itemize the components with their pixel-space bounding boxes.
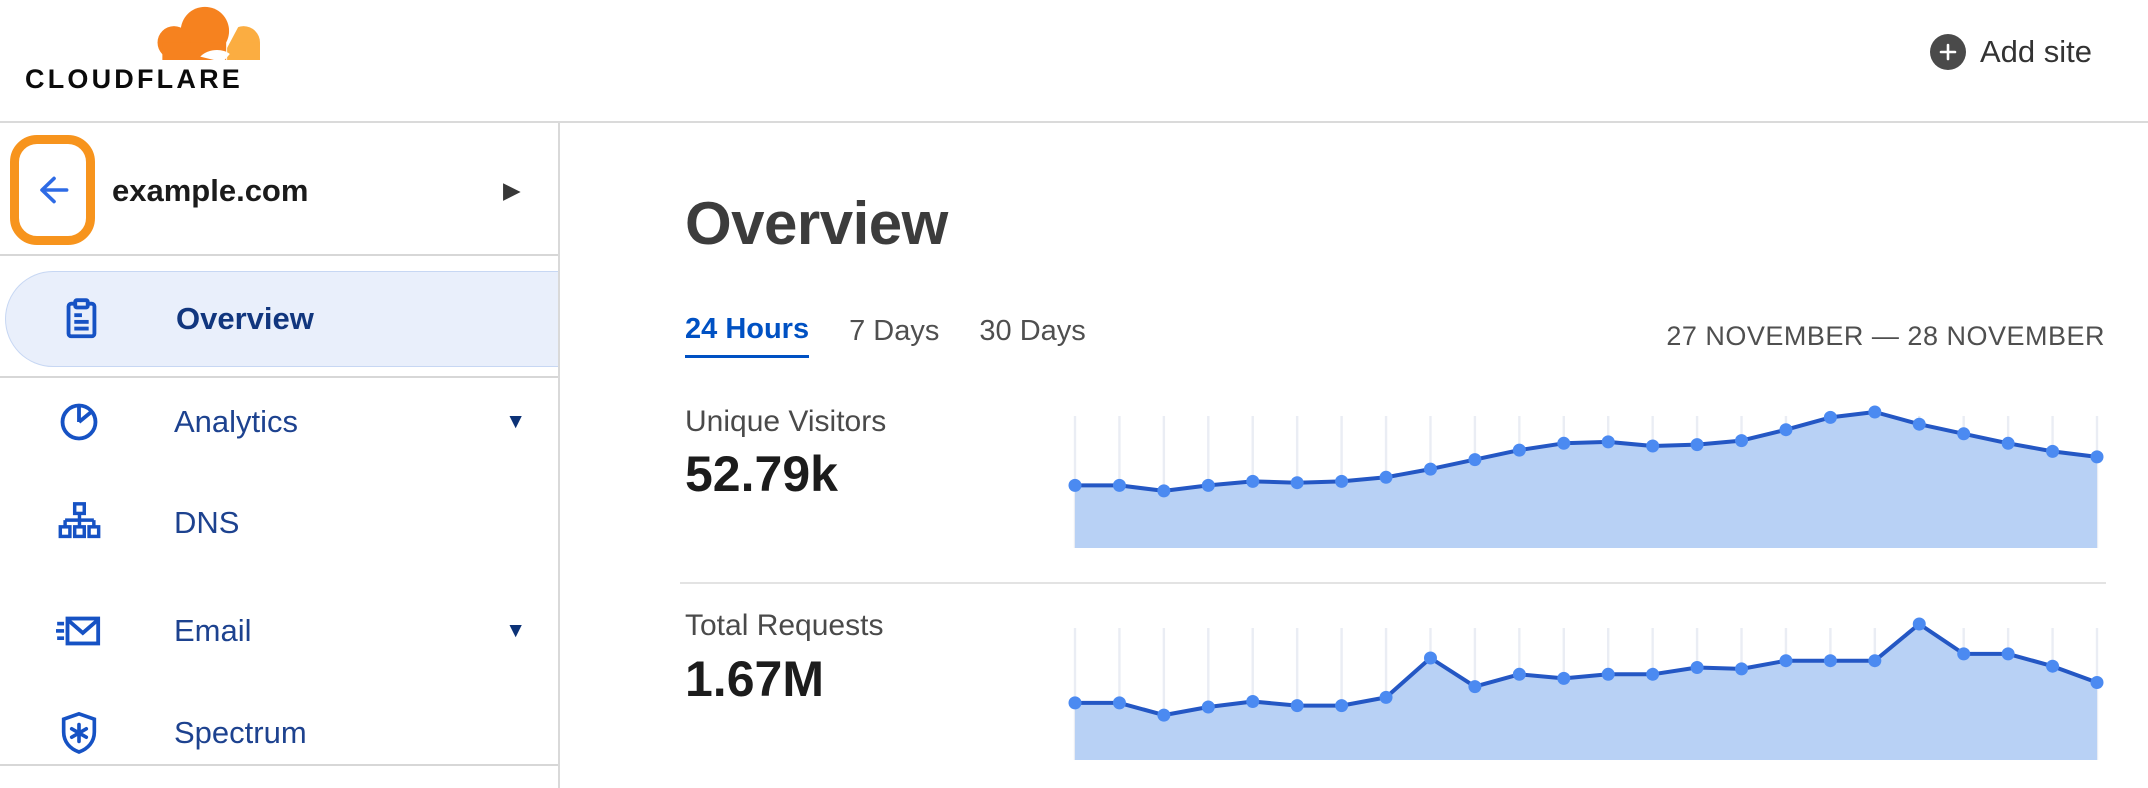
- total-requests-sparkline: [1068, 617, 2104, 760]
- unique-visitors-sparkline: [1068, 405, 2104, 548]
- sidebar-item-label: Email: [174, 613, 252, 648]
- sidebar-item-spectrum[interactable]: Spectrum: [0, 688, 558, 778]
- metric-label-unique-visitors: Unique Visitors: [685, 405, 887, 438]
- time-range-tabs: 24 Hours 7 Days 30 Days: [685, 313, 1086, 358]
- sidebar-item-email[interactable]: Email ▼: [0, 586, 558, 676]
- sidebar-item-label: Spectrum: [174, 715, 307, 750]
- page-title: Overview: [685, 190, 948, 257]
- sidebar-divider: [0, 764, 558, 766]
- caret-right-icon[interactable]: ▶: [503, 177, 521, 203]
- sidebar-item-label: DNS: [174, 505, 240, 540]
- caret-down-icon: ▼: [505, 619, 526, 642]
- sidebar-item-label: Analytics: [174, 404, 299, 439]
- sidebar-divider: [0, 254, 558, 256]
- metric-value-total-requests: 1.67M: [685, 651, 824, 707]
- metric-value-unique-visitors: 52.79k: [685, 446, 838, 502]
- sidebar-item-label: Overview: [176, 301, 314, 336]
- tab-30-days[interactable]: 30 Days: [979, 313, 1085, 358]
- arrow-left-icon: [39, 176, 68, 204]
- site-name: example.com: [112, 173, 309, 208]
- add-site-button[interactable]: Add site: [1929, 34, 2092, 70]
- tab-7-days[interactable]: 7 Days: [849, 313, 939, 358]
- shield-asterisk-icon: [61, 711, 97, 754]
- tab-24-hours[interactable]: 24 Hours: [685, 313, 810, 358]
- sidebar-item-dns[interactable]: DNS: [0, 478, 558, 568]
- cloudflare-logo[interactable]: CLOUDFLARE: [25, 2, 265, 95]
- sidebar-item-overview[interactable]: Overview: [5, 271, 558, 367]
- cloudflare-logo-text: CLOUDFLARE: [25, 64, 243, 94]
- tutorial-highlight-box: [10, 135, 95, 245]
- dns-tree-icon: [58, 502, 101, 539]
- metric-row-divider: [680, 582, 2106, 584]
- sidebar: example.com ▶ Overview Analytics ▼: [0, 123, 560, 788]
- pie-chart-icon: [60, 403, 98, 441]
- cloudflare-cloud-icon: [157, 6, 260, 60]
- clipboard-icon: [66, 298, 97, 339]
- add-site-label: Add site: [1979, 34, 2092, 69]
- sidebar-item-analytics[interactable]: Analytics ▼: [0, 377, 558, 467]
- back-button[interactable]: [30, 167, 76, 213]
- caret-down-icon: ▼: [505, 410, 526, 433]
- plus-circle-icon: [1929, 34, 1966, 70]
- main-content: Overview 24 Hours 7 Days 30 Days 27 NOVE…: [560, 123, 2148, 788]
- metric-label-total-requests: Total Requests: [685, 609, 884, 642]
- sidebar-divider: [0, 376, 558, 378]
- email-icon: [56, 616, 101, 646]
- top-header: CLOUDFLARE Add site: [0, 0, 2148, 123]
- date-range-label: 27 NOVEMBER — 28 NOVEMBER: [1666, 321, 2105, 351]
